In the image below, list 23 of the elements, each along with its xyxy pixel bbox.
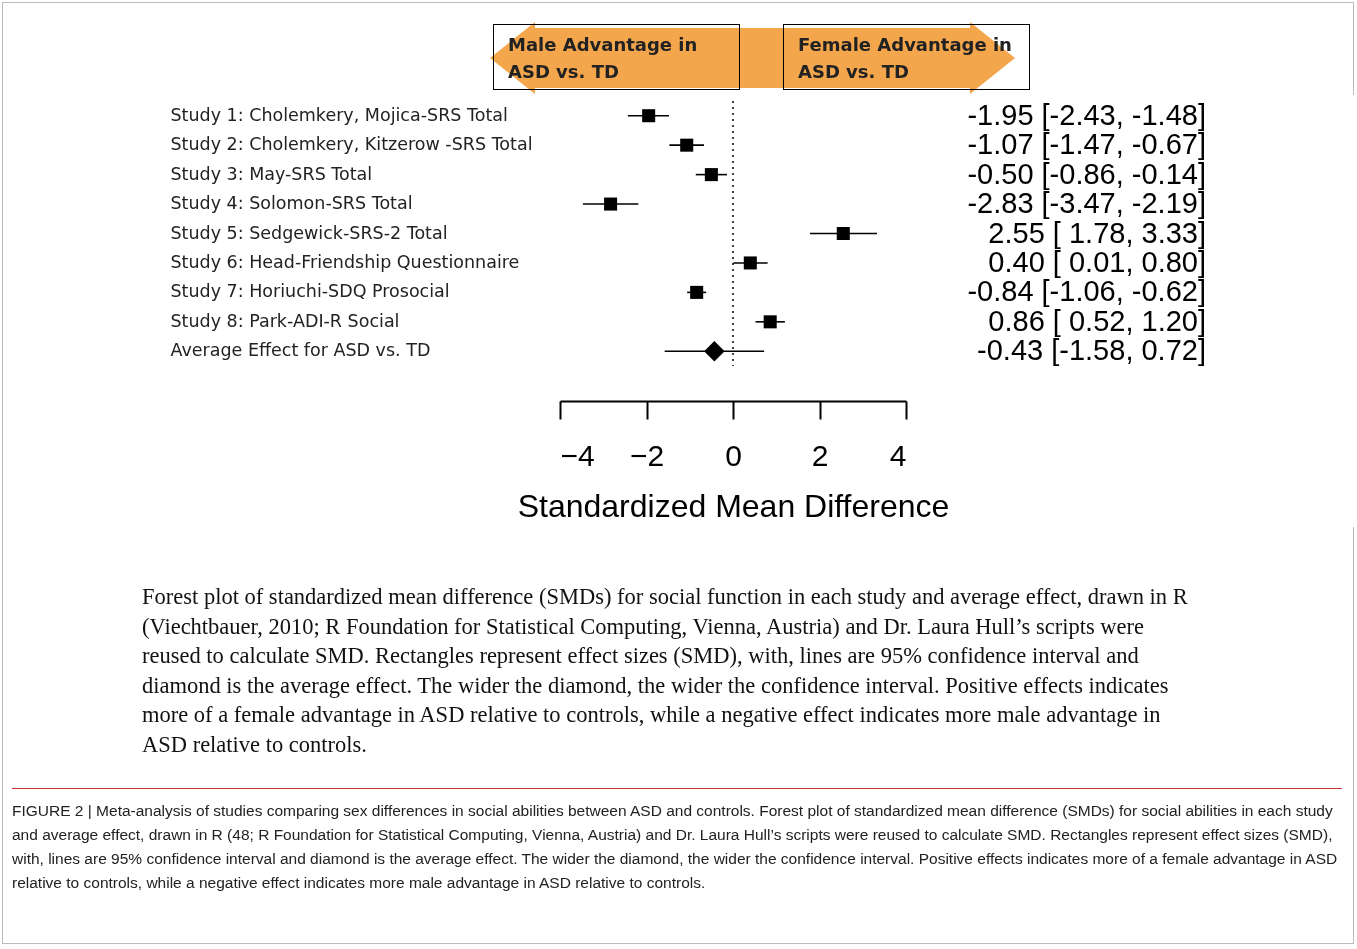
y-tick-label: Study 6: Head-Friendship Questionnaire — [170, 251, 520, 272]
point — [690, 285, 704, 299]
y-tick-label: Study 8: Park-ADI-R Social — [170, 310, 400, 331]
x-tick-label: 4 — [889, 438, 907, 472]
y-tick-label: Study 7: Horiuchi-SDQ Prosocial — [170, 281, 450, 302]
y-tick-label: Study 5: Sedgewick-SRS-2 Total — [170, 222, 448, 243]
y-tick-label: Study 1: Cholemkery, Mojica-SRS Total — [170, 104, 508, 125]
y-tick-label: Average Effect for ASD vs. TD — [170, 340, 431, 361]
caption: FIGURE 2 | Meta-analysis of studies comparing sex differences in social abilities between ASD and controls. Forest plot of standardized mean difference (SMDs) for social abilities in each study and average effect, drawn in R (48; R Foundation for Statistical Computing, Vienna, Austria) and Dr. Laura Hull’s scripts were reused to calculate SMD. Rectangles represent effect sizes (SMD), with, lines are 95% confidence interval and diamond is the average effect. The wider the diamond, the wider the confidence interval. Positive effects indicates more of a female advantage in ASD relative to controls, while a negative effect indicates more male advantage in ASD relative to controls. — [12, 788, 1342, 895]
point — [836, 226, 850, 241]
point — [704, 168, 718, 182]
x-tick-label: 2 — [811, 438, 829, 472]
text: Forest plot of standardized mean difference (SMDs) for social function in each study and average effect, drawn in R (Viechtbauer, 2010; R Foundation for Statistical Computing, Vienna, Austria) and Dr. Laura Hull’s scripts were reused to calculate SMD. Rectangles represent effect sizes (SMD), with, lines are 95% confidence interval and diamond is the average effect. The wider the diamond, the wider the confidence interval. Positive effects indicates more of a female advantage in ASD relative to controls, while a negative effect indicates more male advantage in ASD relative to controls. — [142, 583, 1189, 759]
x-tick-label: −4 — [560, 438, 595, 472]
y-tick-label: Study 2: Cholemkery, Kitzerow -SRS Total — [170, 134, 533, 155]
data-label: -1.95 [-2.43, -1.48] — [967, 98, 1206, 131]
x-tick-label: −2 — [629, 438, 665, 472]
y-tick-label: Study 4: Solomon-SRS Total — [170, 193, 413, 214]
text: Male Advantage in ASD vs. TD — [493, 24, 740, 90]
x-tick-label: 0 — [725, 438, 742, 472]
text: Female Advantage in ASD vs. TD — [783, 24, 1030, 90]
x-axis-title: Standardized Mean Difference — [517, 487, 950, 524]
y-tick-label: Study 3: May-SRS Total — [170, 163, 373, 184]
